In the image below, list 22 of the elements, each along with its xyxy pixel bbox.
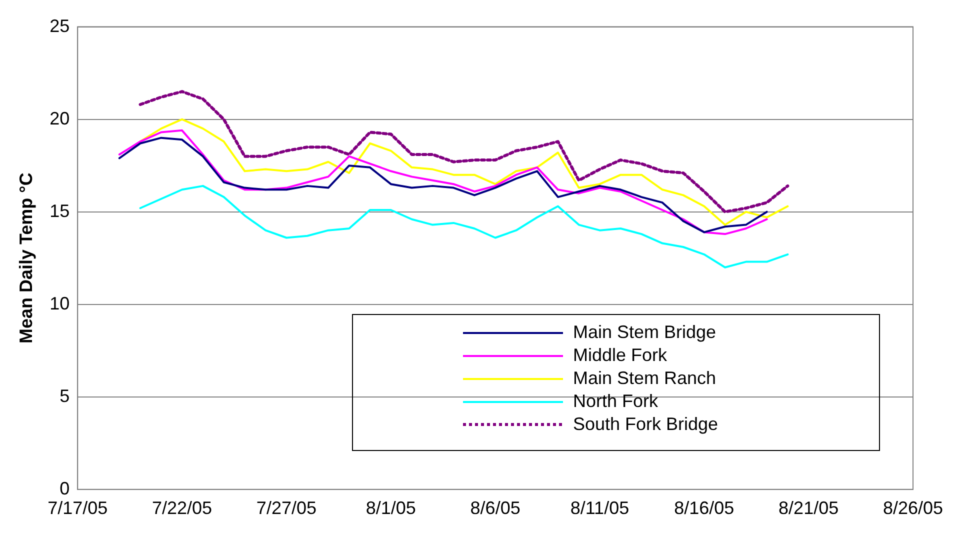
legend-label: Middle Fork xyxy=(573,345,668,366)
y-axis-title: Mean Daily Temp °C xyxy=(16,172,36,344)
y-tick-label: 10 xyxy=(50,293,70,314)
x-tick-label: 7/22/05 xyxy=(152,498,212,518)
x-tick-label: 8/11/05 xyxy=(570,498,630,518)
y-tick-label: 5 xyxy=(60,386,70,406)
x-tick-label: 8/16/05 xyxy=(674,498,734,518)
legend-label: North Fork xyxy=(573,391,658,412)
y-tick-label: 20 xyxy=(50,108,70,128)
legend-label: South Fork Bridge xyxy=(573,414,718,435)
x-tick-label: 8/6/05 xyxy=(470,498,520,518)
x-tick-label: 8/21/05 xyxy=(778,498,839,518)
legend-label: Main Stem Ranch xyxy=(573,368,716,389)
x-tick-label: 8/1/05 xyxy=(366,498,416,518)
x-tick-label: 8/26/05 xyxy=(882,498,944,518)
legend-label: Main Stem Bridge xyxy=(573,322,716,343)
x-tick-label: 7/17/05 xyxy=(48,498,108,518)
line-series xyxy=(138,90,790,214)
x-tick-label: 7/27/05 xyxy=(256,498,316,518)
y-tick-label: 0 xyxy=(60,478,70,498)
y-tick-label: 25 xyxy=(50,16,70,36)
y-tick-label: 15 xyxy=(50,200,70,221)
